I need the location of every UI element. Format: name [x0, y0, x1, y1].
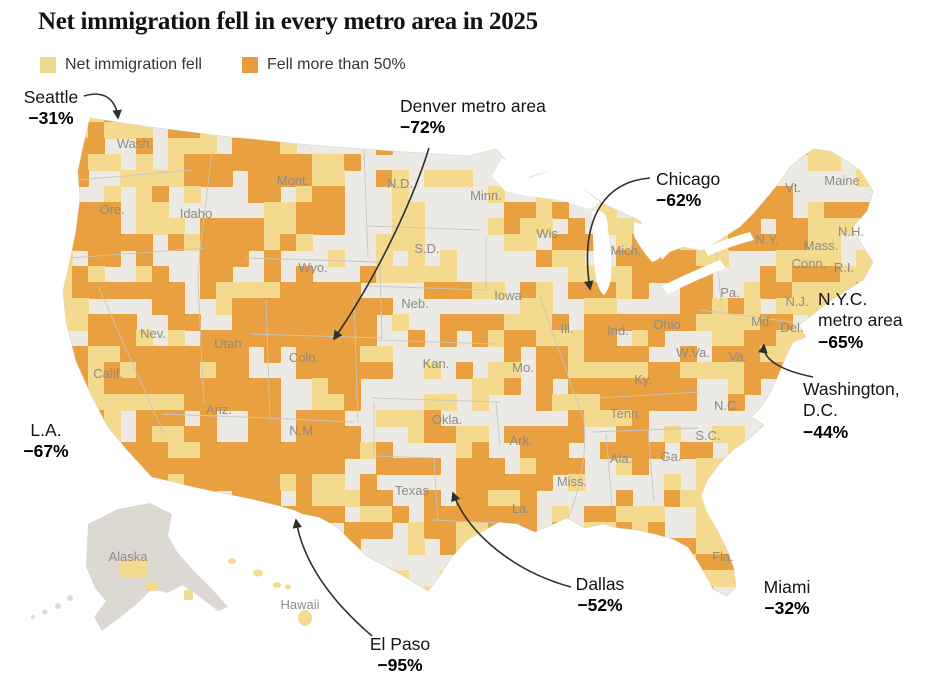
- annotation-arrow-chicago: [584, 177, 651, 291]
- state-label-ariz: Ariz.: [206, 402, 232, 417]
- annotation-nyc: N.Y.C. metro area −65%: [818, 289, 903, 353]
- legend: Net immigration fell Fell more than 50%: [40, 56, 406, 74]
- state-label-mo: Mo.: [512, 360, 534, 375]
- state-label-mont: Mont.: [277, 173, 310, 188]
- state-label-wis: Wis.: [536, 226, 561, 241]
- state-label-wyo: Wyo.: [298, 260, 328, 275]
- annotation-el-paso-name: El Paso: [369, 634, 431, 654]
- state-label-nj: N.J.: [785, 294, 808, 309]
- annotation-washington-dc-name: Washington,: [803, 379, 900, 399]
- annotation-nyc-value: −65%: [818, 331, 864, 352]
- annotation-chicago-name: Chicago: [656, 169, 721, 189]
- state-label-md: Md.: [751, 314, 773, 329]
- state-label-tenn: Tenn.: [610, 406, 642, 421]
- state-label-ri: R.I.: [834, 260, 854, 275]
- annotation-denver: Denver metro area −72%: [400, 96, 546, 139]
- annotation-washington-dc: Washington, D.C. −44%: [803, 379, 900, 443]
- legend-swatch-fell-more-50: [241, 57, 258, 73]
- great-lakes: [492, 158, 754, 295]
- chart-title: Net immigration fell in every metro area…: [38, 8, 538, 35]
- annotation-miami-name: Miami: [763, 577, 811, 597]
- state-label-okla: Okla.: [432, 412, 462, 427]
- state-label-pa: Pa.: [720, 285, 740, 300]
- annotation-nyc-name: metro area: [818, 310, 903, 331]
- annotation-dallas: Dallas −52%: [576, 574, 625, 617]
- state-label-mass: Mass.: [804, 238, 839, 253]
- state-label-hawaii: Hawaii: [280, 597, 319, 612]
- state-label-calif: Calif.: [93, 366, 123, 381]
- state-label-alaska: Alaska: [108, 549, 148, 564]
- state-label-del: Del.: [780, 320, 803, 335]
- annotation-dallas-name: Dallas: [575, 574, 625, 594]
- state-label-colo: Colo.: [289, 350, 319, 365]
- annotation-la-value: −67%: [23, 441, 69, 462]
- state-label-va: Va.: [729, 349, 748, 364]
- state-label-sc: S.C.: [695, 428, 720, 443]
- state-label-ohio: Ohio: [653, 317, 680, 332]
- state-label-ky: Ky.: [634, 372, 652, 387]
- state-label-nc: N.C.: [714, 398, 740, 413]
- hawaii: [228, 558, 312, 626]
- state-label-nd: N.D.: [387, 176, 413, 191]
- state-label-miss: Miss.: [557, 474, 587, 489]
- state-label-nm: N.M.: [289, 423, 316, 438]
- state-label-vt: Vt.: [785, 180, 801, 195]
- state-borders: [69, 149, 793, 525]
- state-label-la: La.: [512, 501, 530, 516]
- annotation-nyc-name: N.Y.C.: [818, 289, 868, 309]
- state-label-ill: Ill.: [561, 321, 574, 336]
- annotation-arrows: [83, 93, 814, 637]
- annotation-seattle-value: −31%: [28, 108, 74, 129]
- annotation-seattle: Seattle −31%: [24, 87, 78, 130]
- state-label-fla: Fla.: [712, 549, 734, 564]
- annotation-miami: Miami −32%: [764, 577, 811, 620]
- state-label-maine: Maine: [824, 173, 859, 188]
- legend-label-fell: Net immigration fell: [65, 56, 202, 73]
- annotation-washington-dc-value: −44%: [803, 421, 849, 442]
- annotation-el-paso: El Paso −95%: [370, 634, 430, 677]
- state-label-wash: Wash.: [117, 136, 153, 151]
- state-label-mich: Mich.: [610, 243, 641, 258]
- state-label-ore: Ore.: [99, 202, 124, 217]
- state-label-idaho: Idaho: [180, 206, 213, 221]
- state-label-ala: Ala.: [610, 451, 632, 466]
- annotation-dallas-value: −52%: [577, 595, 623, 616]
- legend-swatch-fell: [40, 57, 56, 73]
- state-label-utah: Utah: [214, 336, 241, 351]
- annotation-chicago-value: −62%: [656, 190, 702, 211]
- state-label-nev: Nev.: [140, 326, 166, 341]
- state-labels: Wash. Mont. N.D. Minn. Wis. Mich. Vt. Maine N.H.…: [93, 136, 864, 612]
- state-label-minn: Minn.: [470, 188, 502, 203]
- annotation-arrow-denver: [333, 147, 430, 341]
- state-label-ga: Ga.: [661, 449, 682, 464]
- state-label-nh: N.H.: [838, 224, 864, 239]
- annotation-arrow-seattle: [83, 93, 122, 120]
- state-label-wva: W.Va.: [676, 345, 710, 360]
- annotation-el-paso-value: −95%: [377, 655, 423, 676]
- state-label-sd: S.D.: [414, 241, 439, 256]
- state-label-kan: Kan.: [423, 356, 450, 371]
- state-label-texas: Texas: [395, 483, 429, 498]
- state-label-neb: Neb.: [401, 296, 428, 311]
- annotation-miami-value: −32%: [764, 598, 810, 619]
- annotation-chicago: Chicago −62%: [656, 169, 720, 212]
- state-label-ark: Ark.: [509, 433, 532, 448]
- annotation-la-name: L.A.: [30, 420, 62, 440]
- annotation-arrow-dallas: [451, 491, 572, 588]
- annotation-washington-dc-name: D.C.: [803, 400, 838, 421]
- state-label-ny: N.Y.: [755, 232, 779, 247]
- annotation-la: L.A. −67%: [23, 420, 68, 463]
- alaska: [31, 503, 228, 631]
- annotation-seattle-name: Seattle: [23, 87, 79, 107]
- state-label-ind: Ind.: [607, 323, 629, 338]
- annotation-arrow-el-paso: [292, 518, 373, 637]
- state-label-conn: Conn.: [792, 256, 827, 271]
- annotation-denver-name: Denver metro area: [400, 96, 546, 116]
- annotation-denver-value: −72%: [400, 117, 446, 138]
- legend-label-fell-more-50: Fell more than 50%: [266, 56, 406, 73]
- annotation-arrow-washington-dc: [758, 343, 814, 378]
- state-label-iowa: Iowa: [494, 288, 522, 303]
